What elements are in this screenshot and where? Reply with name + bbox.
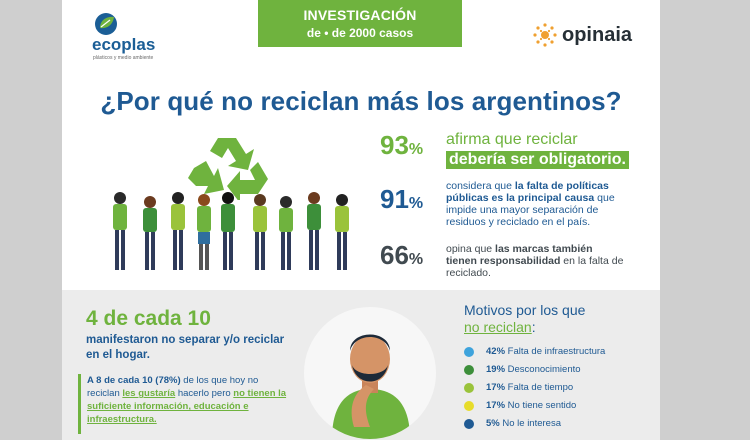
right-background — [660, 0, 750, 440]
thinking-man-illustration — [304, 307, 436, 439]
research-banner: INVESTIGACIÓN de • de 2000 casos — [258, 0, 462, 47]
bullet-dot-icon — [464, 365, 474, 375]
stat-93-text: afirma que reciclar debería ser obligato… — [446, 130, 629, 170]
bullet-dot-icon — [464, 401, 474, 411]
stat-93-value: 93% — [380, 130, 424, 160]
quote-box: A 8 de cada 10 (78%) de los que hoy no r… — [78, 374, 287, 434]
bullet-dot-icon — [464, 347, 474, 357]
banner-line1: INVESTIGACIÓN — [303, 7, 417, 23]
stat-91-text: considera que la falta de políticas públ… — [446, 180, 615, 228]
ecoplas-tagline: plásticos y medio ambiente — [93, 55, 154, 61]
recycle-icon — [188, 138, 268, 200]
motivos-title: Motivos por los que no reciclan: — [464, 302, 586, 335]
banner-line2: de • de 2000 casos — [306, 26, 414, 40]
lower-section: 4 de cada 10 manifestaron no separar y/o… — [62, 290, 660, 440]
ecoplas-leaf-icon — [95, 13, 117, 35]
headline-4-de-10: 4 de cada 10 — [86, 307, 211, 330]
opinaia-sun-icon — [533, 23, 557, 47]
main-title: ¿Por qué no reciclan más los argentinos? — [100, 86, 622, 116]
ecoplas-logo: ecoplas plásticos y medio ambiente — [92, 8, 182, 61]
opinaia-name: opinaia — [562, 24, 633, 46]
opinaia-logo: opinaia — [532, 20, 652, 50]
people-illustration — [113, 192, 349, 270]
stat-66-text: opina que las marcas también tienen resp… — [446, 243, 624, 279]
infographic: ecoplas plásticos y medio ambiente INVES… — [62, 0, 660, 440]
subheadline: manifestaron no separar y/o reciclar en … — [86, 334, 285, 361]
stat-91-value: 91% — [380, 184, 424, 214]
ecoplas-name: ecoplas — [92, 35, 156, 54]
bullet-dot-icon — [464, 419, 474, 429]
bullet-dot-icon — [464, 383, 474, 393]
left-background — [0, 0, 62, 440]
stat-66-value: 66% — [380, 240, 424, 270]
